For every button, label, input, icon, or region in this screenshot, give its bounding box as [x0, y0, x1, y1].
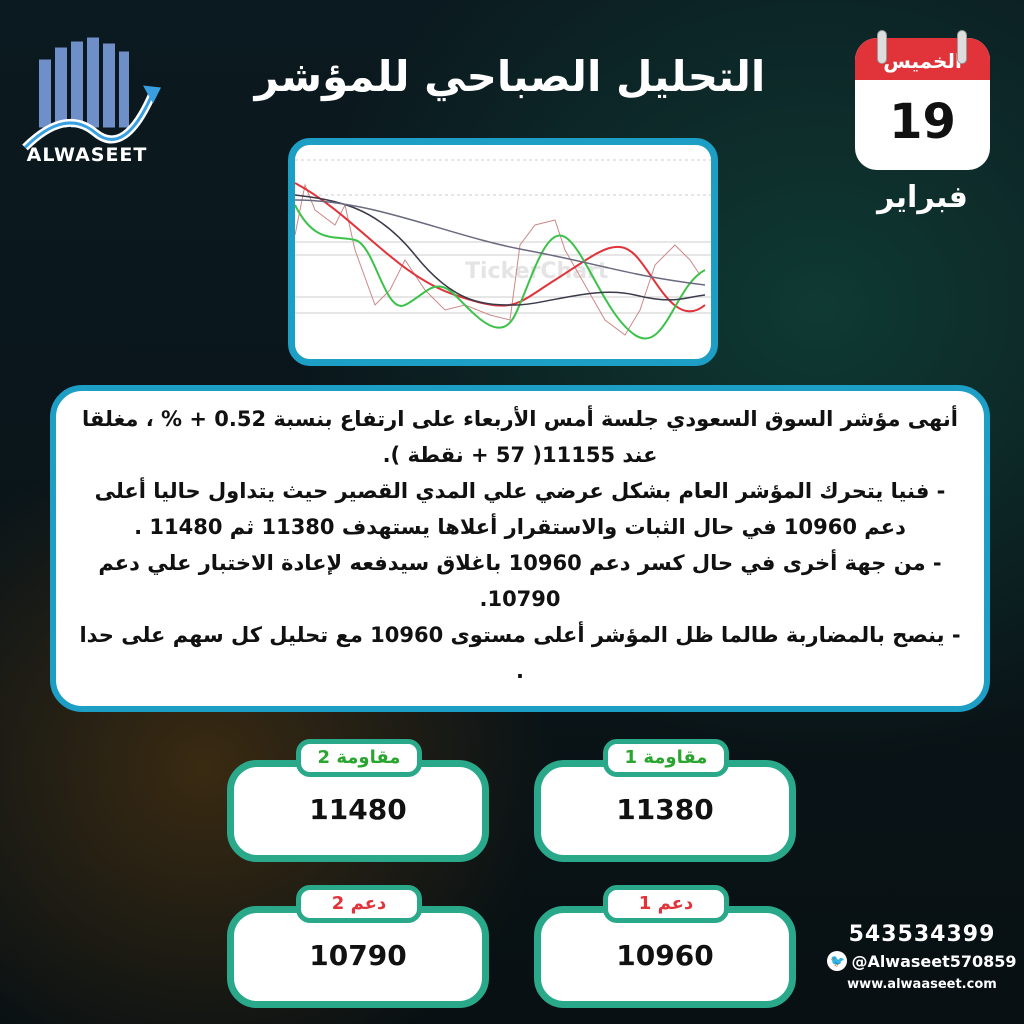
calendar-ring	[877, 30, 887, 64]
logo-text: ALWASEET	[26, 144, 148, 166]
calendar-ring	[957, 30, 967, 64]
calendar-icon: الخميس 19	[855, 38, 990, 170]
analysis-paragraph: أنهى مؤشر السوق السعودي جلسة أمس الأربعا…	[82, 407, 958, 467]
card-value: 10960	[616, 939, 714, 972]
chart-price-line	[295, 183, 701, 336]
calendar-weekday: الخميس	[855, 38, 990, 80]
index-chart-image: TickerChart	[288, 138, 718, 366]
chart-picture: TickerChart	[295, 159, 711, 340]
resistance-2-card: مقاومة 2 11480	[227, 739, 489, 862]
analysis-paragraph: - ينصح بالمضاربة طالما ظل المؤشر أعلى مس…	[79, 623, 961, 683]
support-1-card: دعم 1 10960	[534, 885, 796, 1008]
chart-gray-ma	[295, 199, 706, 286]
card-value: 10790	[309, 939, 407, 972]
analysis-paragraph: - من جهة أخرى في حال كسر دعم 10960 باغلا…	[98, 551, 942, 611]
card-label: دعم 1	[603, 885, 729, 923]
analysis-paragraph: - فنيا يتحرك المؤشر العام بشكل عرضي علي …	[94, 479, 946, 539]
phone-number: 543534399	[848, 922, 996, 947]
twitter-handle[interactable]: @Alwaseet570859	[851, 951, 1017, 971]
card-value: 11480	[309, 793, 407, 826]
resistance-1-card: مقاومة 1 11380	[534, 739, 796, 862]
calendar-day: 19	[889, 94, 956, 150]
website-link[interactable]: www.alwaaseet.com	[847, 977, 997, 992]
analysis-text-box: أنهى مؤشر السوق السعودي جلسة أمس الأربعا…	[50, 385, 990, 712]
alwaseet-logo	[22, 37, 161, 151]
support-2-card: دعم 2 10790	[227, 885, 489, 1008]
chart-dark-ma	[295, 194, 706, 306]
chart-green-ma	[295, 204, 706, 340]
page-title: التحليل الصباحي للمؤشر	[254, 52, 766, 101]
twitter-icon: 🐦	[827, 951, 848, 971]
calendar-month: فبراير	[877, 180, 968, 215]
chart-gridlines	[295, 159, 711, 314]
contact-info: 543534399 🐦 @Alwaseet570859 www.alwaasee…	[820, 922, 1024, 992]
chart-red-ma	[295, 182, 706, 313]
card-label: مقاومة 1	[603, 739, 729, 777]
card-label: دعم 2	[296, 885, 422, 923]
card-value: 11380	[616, 793, 714, 826]
card-label: مقاومة 2	[296, 739, 422, 777]
